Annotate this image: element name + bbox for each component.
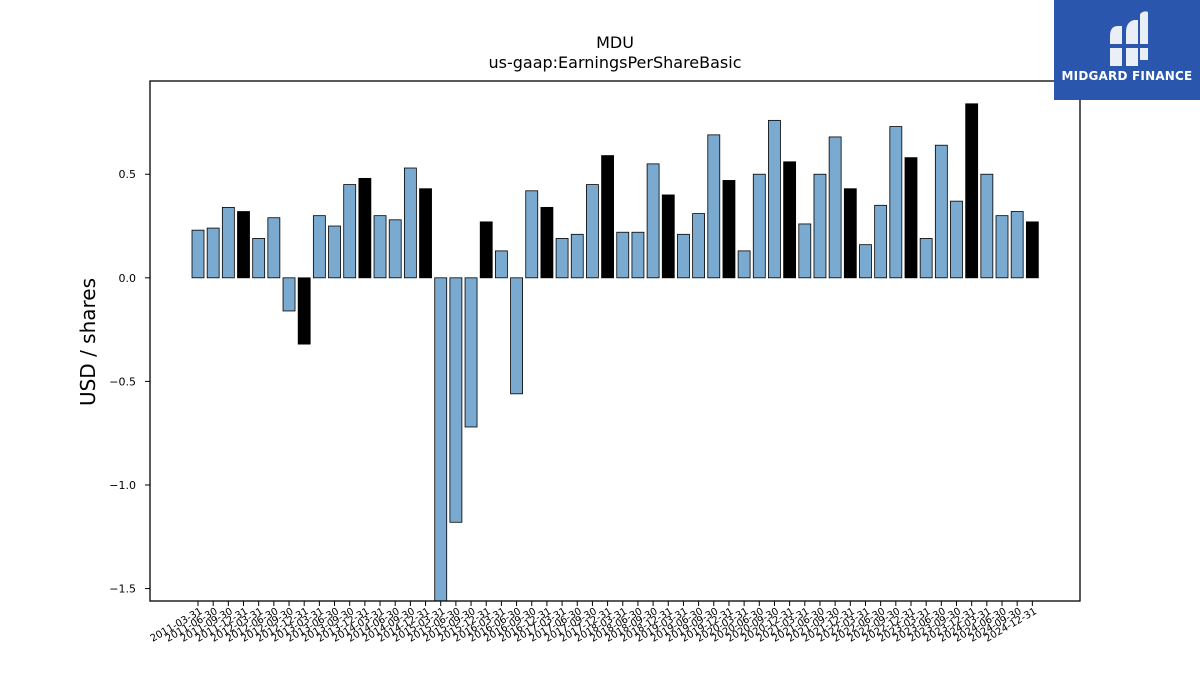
bar-2018-12-31 <box>661 194 675 279</box>
bar-2018-09-30 <box>646 163 660 279</box>
bar-2021-09-30 <box>828 136 842 279</box>
bar-2021-03-31 <box>798 223 812 279</box>
bar-2015-09-30 <box>464 277 478 428</box>
bar-2014-12-31 <box>419 188 432 279</box>
bar-2017-03-31 <box>555 238 569 279</box>
bar-2012-09-30 <box>282 277 296 312</box>
bar-2011-09-30 <box>221 206 235 279</box>
bar-2021-12-31 <box>843 188 857 279</box>
bar-2019-12-31 <box>722 180 736 279</box>
y-axis-label: USD / shares <box>76 277 100 407</box>
bar-2014-06-30 <box>388 219 402 279</box>
bar-2012-12-31 <box>297 277 311 345</box>
bar-2022-03-31 <box>859 244 872 279</box>
bar-2022-06-30 <box>874 204 888 279</box>
y-tick-label: −1.5 <box>109 583 136 596</box>
bar-2022-12-31 <box>904 157 918 279</box>
bar-2012-06-30 <box>267 217 281 279</box>
bar-2017-06-30 <box>570 233 584 279</box>
bar-2020-06-30 <box>752 173 766 279</box>
bar-2016-03-31 <box>494 250 508 279</box>
bar-2022-09-30 <box>889 126 903 279</box>
bar-2024-12-31 <box>1025 221 1039 279</box>
bar-2013-03-31 <box>312 215 326 279</box>
plot-frame <box>149 80 1081 602</box>
y-axis: −1.5 −1.0 −0.5 0.0 0.5 <box>109 168 150 596</box>
bar-2013-12-31 <box>358 177 372 279</box>
bar-2016-06-30 <box>510 277 523 395</box>
bar-2013-09-30 <box>343 184 357 279</box>
bar-2016-12-31 <box>540 206 554 279</box>
chart-title: MDU <box>596 33 634 52</box>
bar-2017-12-31 <box>601 155 614 279</box>
bar-2019-09-30 <box>707 134 721 279</box>
bar-2011-06-30 <box>206 227 220 279</box>
bar-2023-12-31 <box>965 103 979 279</box>
y-tick-label: 0.0 <box>119 272 137 285</box>
bar-2023-09-30 <box>950 200 963 279</box>
bar-2021-06-30 <box>813 173 827 279</box>
bars-group <box>191 103 1039 602</box>
bar-2015-12-31 <box>479 221 493 279</box>
brand-logo: MIDGARD FINANCE <box>1054 0 1200 100</box>
bar-2013-06-30 <box>328 225 341 279</box>
bar-2014-09-30 <box>403 167 417 279</box>
bar-2015-03-31 <box>434 277 448 602</box>
bar-2018-03-31 <box>616 231 630 279</box>
bar-2017-09-30 <box>586 184 599 279</box>
bar-2024-03-31 <box>980 173 994 279</box>
midgard-logo-icon <box>1108 11 1148 66</box>
bar-2023-06-30 <box>934 144 948 279</box>
bar-2024-06-30 <box>995 215 1009 279</box>
bar-2020-09-30 <box>768 119 781 279</box>
bar-2019-06-30 <box>692 213 706 279</box>
bar-2012-03-31 <box>252 238 266 279</box>
bar-2020-03-31 <box>737 250 751 279</box>
bar-2018-06-30 <box>631 231 645 279</box>
y-tick-label: −0.5 <box>109 375 136 388</box>
bar-2015-06-30 <box>449 277 463 523</box>
bar-2023-03-31 <box>919 238 933 279</box>
bar-2014-03-31 <box>373 215 387 279</box>
x-axis: 2011-03-312011-06-302011-09-302011-12-31… <box>149 601 1039 645</box>
y-tick-label: −1.0 <box>109 479 136 492</box>
bar-2011-12-31 <box>237 211 250 279</box>
chart-subtitle: us-gaap:EarningsPerShareBasic <box>488 53 742 72</box>
bar-2011-03-31 <box>191 229 205 279</box>
bar-2020-12-31 <box>783 161 797 279</box>
bar-2016-09-30 <box>525 190 539 279</box>
bar-2024-09-30 <box>1010 211 1024 279</box>
bar-2019-03-31 <box>677 233 690 279</box>
brand-name: MIDGARD FINANCE <box>1061 69 1193 83</box>
y-tick-label: 0.5 <box>119 168 137 181</box>
